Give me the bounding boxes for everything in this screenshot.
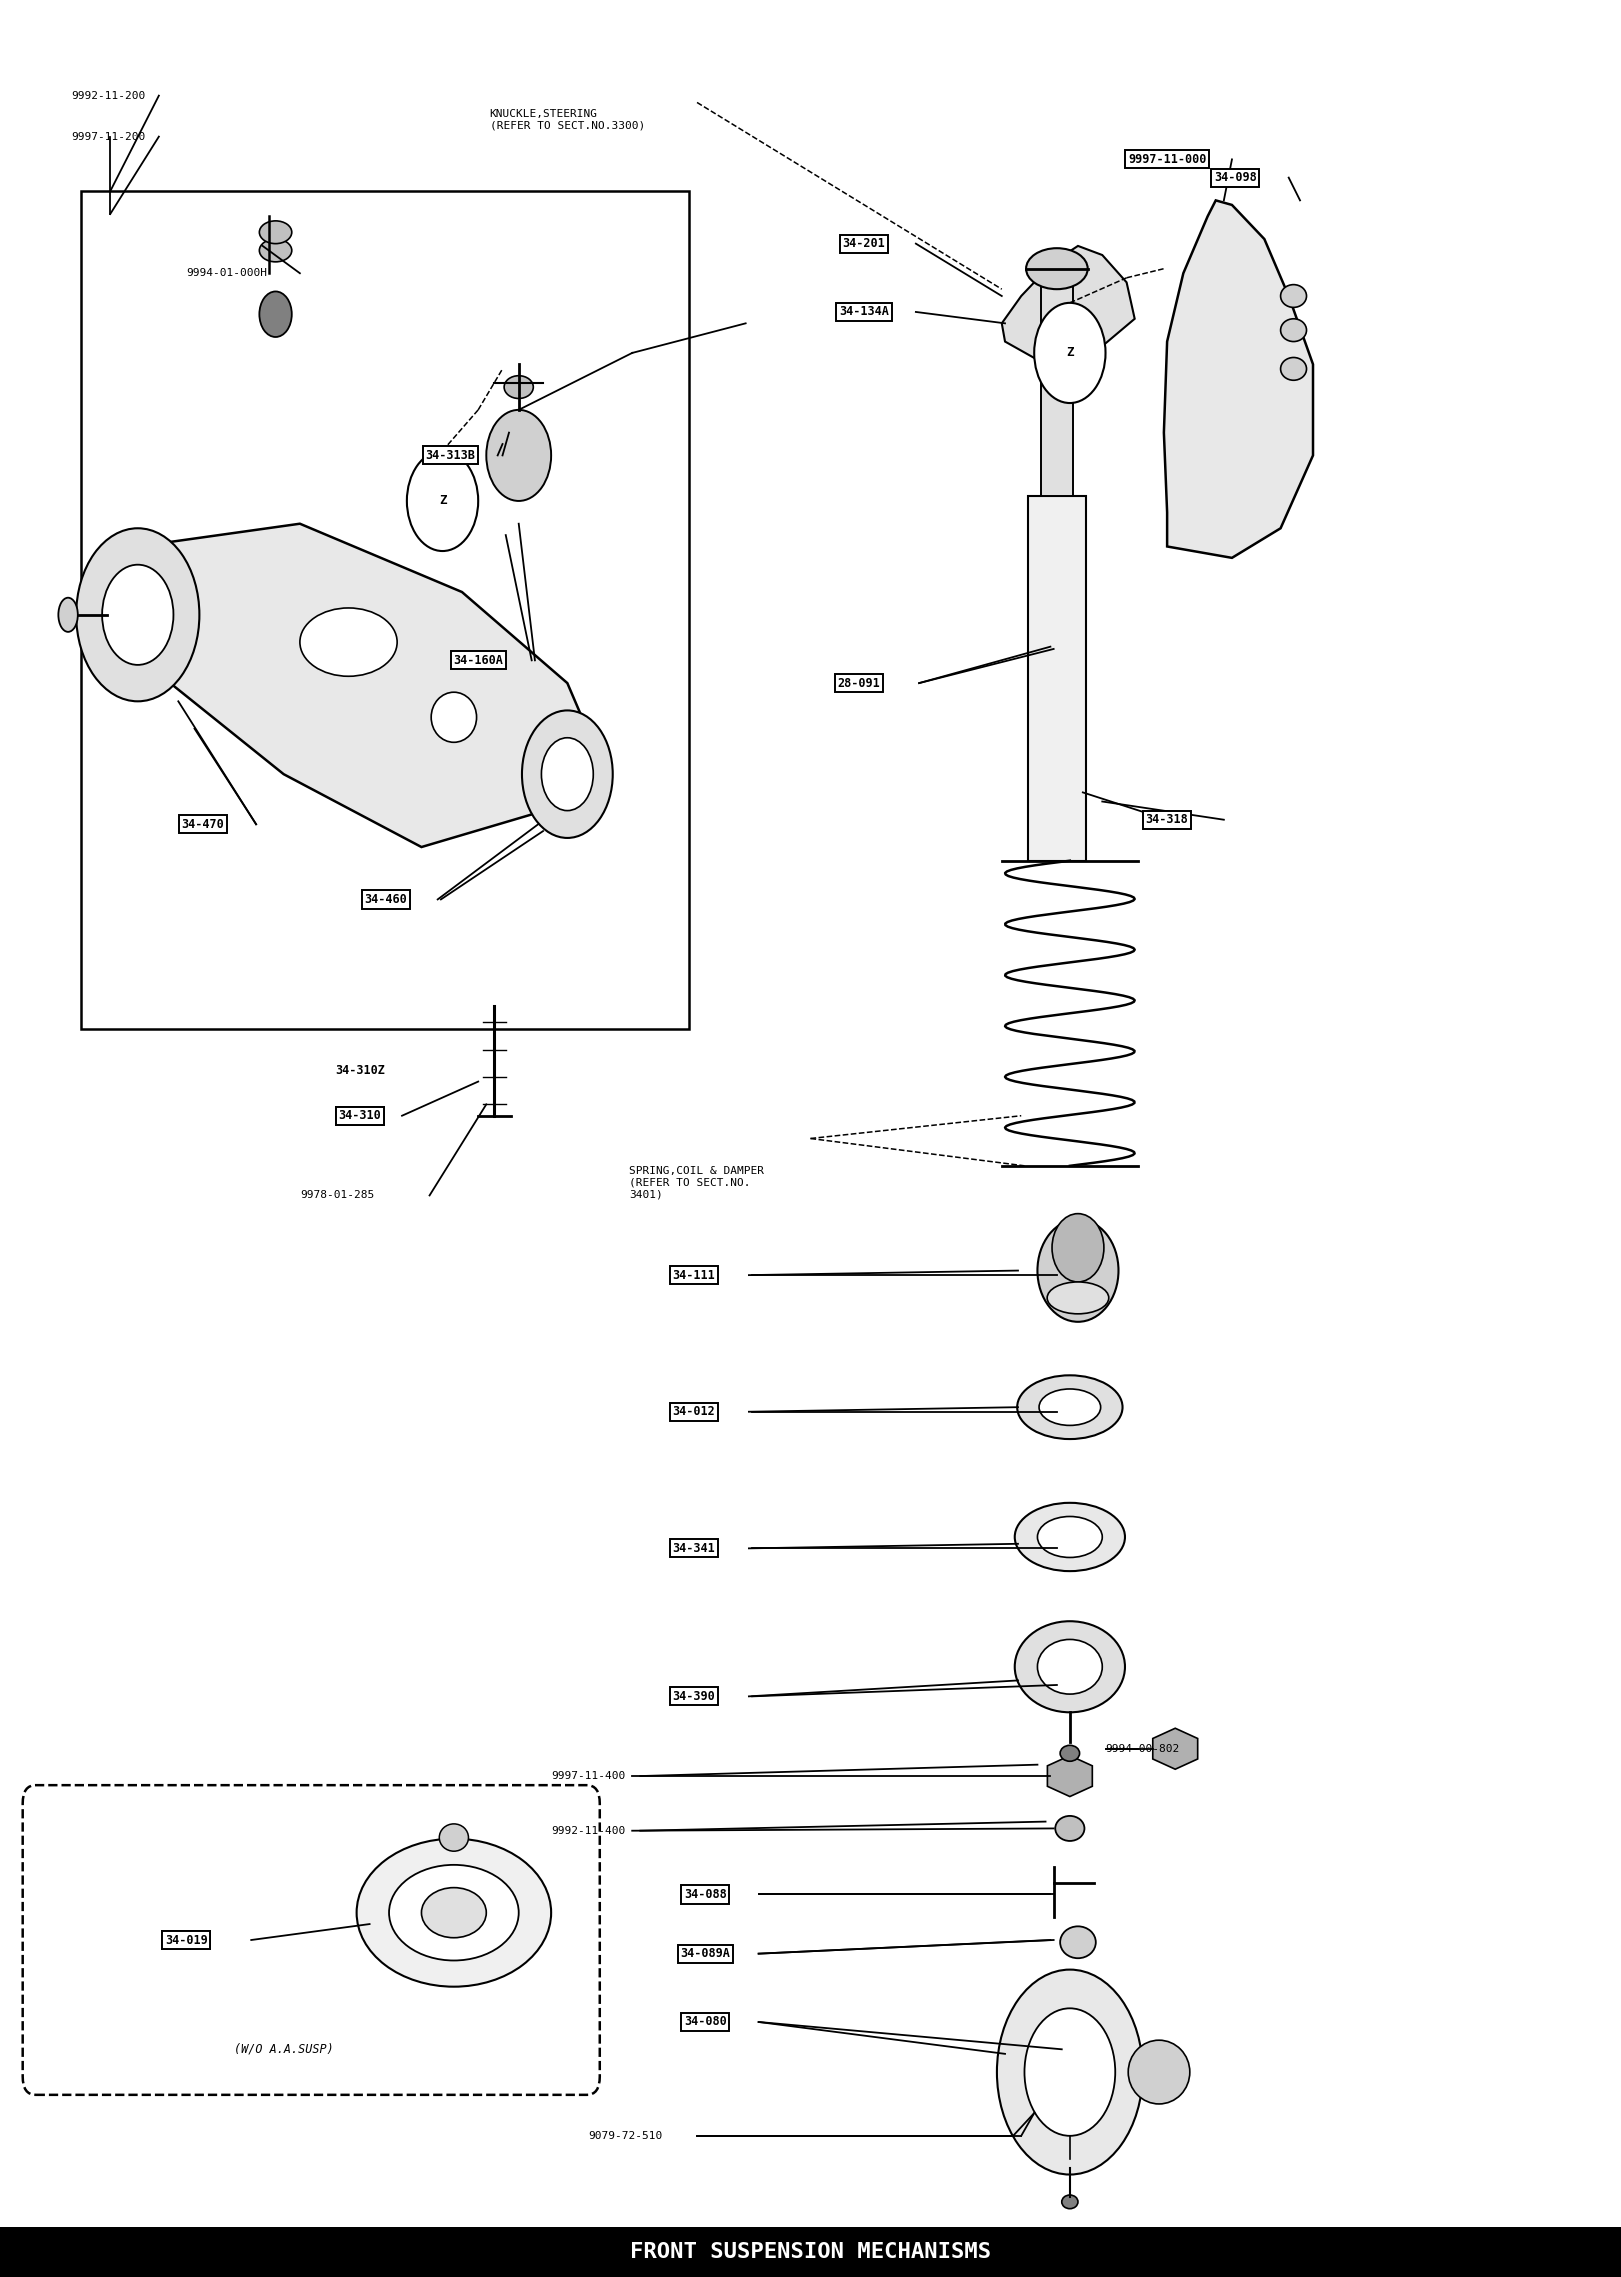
Text: 34-088: 34-088 (684, 1888, 726, 1901)
Text: 34-019: 34-019 (165, 1933, 207, 1947)
Text: 28-091: 28-091 (838, 676, 880, 690)
Text: 34-341: 34-341 (673, 1542, 715, 1555)
Ellipse shape (1060, 1926, 1096, 1958)
Ellipse shape (1015, 1621, 1125, 1712)
Text: 34-318: 34-318 (1146, 813, 1188, 827)
Text: FRONT SUSPENSION MECHANISMS: FRONT SUSPENSION MECHANISMS (631, 2243, 990, 2261)
Text: 9994-00-802: 9994-00-802 (1106, 1744, 1180, 1753)
Ellipse shape (1047, 1282, 1109, 1314)
Text: 9992-11-200: 9992-11-200 (71, 91, 146, 100)
Ellipse shape (259, 221, 292, 244)
Ellipse shape (357, 1840, 551, 1986)
Ellipse shape (1281, 357, 1307, 380)
Ellipse shape (300, 608, 397, 676)
Text: 34-012: 34-012 (673, 1405, 715, 1419)
Text: 34-470: 34-470 (182, 817, 224, 831)
Text: 34-310: 34-310 (339, 1109, 381, 1123)
Ellipse shape (1128, 2040, 1190, 2104)
Text: 9978-01-285: 9978-01-285 (300, 1191, 374, 1200)
Ellipse shape (431, 692, 477, 742)
Circle shape (486, 410, 551, 501)
Circle shape (407, 451, 478, 551)
Text: 9997-11-200: 9997-11-200 (71, 132, 146, 141)
Bar (81, 191, 689, 1029)
Circle shape (259, 291, 292, 337)
Circle shape (1034, 303, 1106, 403)
Text: 34-201: 34-201 (843, 237, 885, 250)
Text: 9997-11-000: 9997-11-000 (1128, 153, 1206, 166)
Text: 34-134A: 34-134A (840, 305, 888, 319)
Ellipse shape (389, 1865, 519, 1960)
Ellipse shape (1015, 1503, 1125, 1571)
Text: 34-310Z: 34-310Z (336, 1063, 384, 1077)
Circle shape (541, 738, 593, 811)
Text: KNUCKLE,STEERING
(REFER TO SECT.NO.3300): KNUCKLE,STEERING (REFER TO SECT.NO.3300) (490, 109, 645, 130)
Bar (0, 2227, 1621, 2277)
Ellipse shape (1026, 248, 1088, 289)
Text: 9994-01-000H: 9994-01-000H (186, 269, 267, 278)
Polygon shape (1047, 1756, 1093, 1797)
Text: 34-160A: 34-160A (454, 653, 503, 667)
Ellipse shape (1018, 1375, 1122, 1439)
Text: Z: Z (1067, 346, 1073, 360)
Ellipse shape (58, 597, 78, 633)
Text: 34-313B: 34-313B (426, 449, 475, 462)
Text: 34-089A: 34-089A (681, 1947, 729, 1960)
Circle shape (76, 528, 199, 701)
Bar (1041, 269, 1073, 496)
Text: 34-390: 34-390 (673, 1690, 715, 1703)
Polygon shape (1164, 200, 1313, 558)
Text: 34-019: 34-019 (165, 1933, 207, 1947)
Polygon shape (1002, 246, 1135, 364)
Bar (1028, 496, 1086, 861)
Text: 34-098: 34-098 (1214, 171, 1256, 184)
Text: 9079-72-510: 9079-72-510 (588, 2131, 663, 2140)
Ellipse shape (439, 1824, 468, 1851)
Ellipse shape (1055, 1817, 1084, 1840)
Text: 34-310: 34-310 (339, 1109, 381, 1123)
Ellipse shape (259, 239, 292, 262)
Text: Z: Z (439, 494, 446, 508)
Text: 34-080: 34-080 (684, 2015, 726, 2029)
Ellipse shape (1039, 1389, 1101, 1425)
Text: 9997-11-400: 9997-11-400 (551, 1772, 626, 1781)
Ellipse shape (504, 376, 533, 398)
Polygon shape (1153, 1728, 1198, 1769)
Ellipse shape (1062, 2195, 1078, 2209)
Circle shape (997, 1970, 1143, 2175)
Ellipse shape (1281, 319, 1307, 342)
Text: (W/O A.A.SUSP): (W/O A.A.SUSP) (233, 2042, 334, 2056)
Circle shape (522, 710, 613, 838)
Text: 34-460: 34-460 (365, 893, 407, 906)
Ellipse shape (1037, 1516, 1102, 1557)
Text: 9992-11-400: 9992-11-400 (551, 1826, 626, 1835)
Polygon shape (105, 524, 592, 847)
Ellipse shape (421, 1888, 486, 1938)
Text: SPRING,COIL & DAMPER
(REFER TO SECT.NO.
3401): SPRING,COIL & DAMPER (REFER TO SECT.NO. … (629, 1166, 763, 1200)
Circle shape (1024, 2008, 1115, 2136)
Text: 34-111: 34-111 (673, 1268, 715, 1282)
Ellipse shape (1037, 1220, 1118, 1321)
Ellipse shape (1037, 1639, 1102, 1694)
Ellipse shape (1060, 1744, 1080, 1762)
Ellipse shape (1052, 1214, 1104, 1282)
Ellipse shape (1281, 285, 1307, 307)
Circle shape (102, 565, 173, 665)
FancyBboxPatch shape (23, 1785, 600, 2095)
